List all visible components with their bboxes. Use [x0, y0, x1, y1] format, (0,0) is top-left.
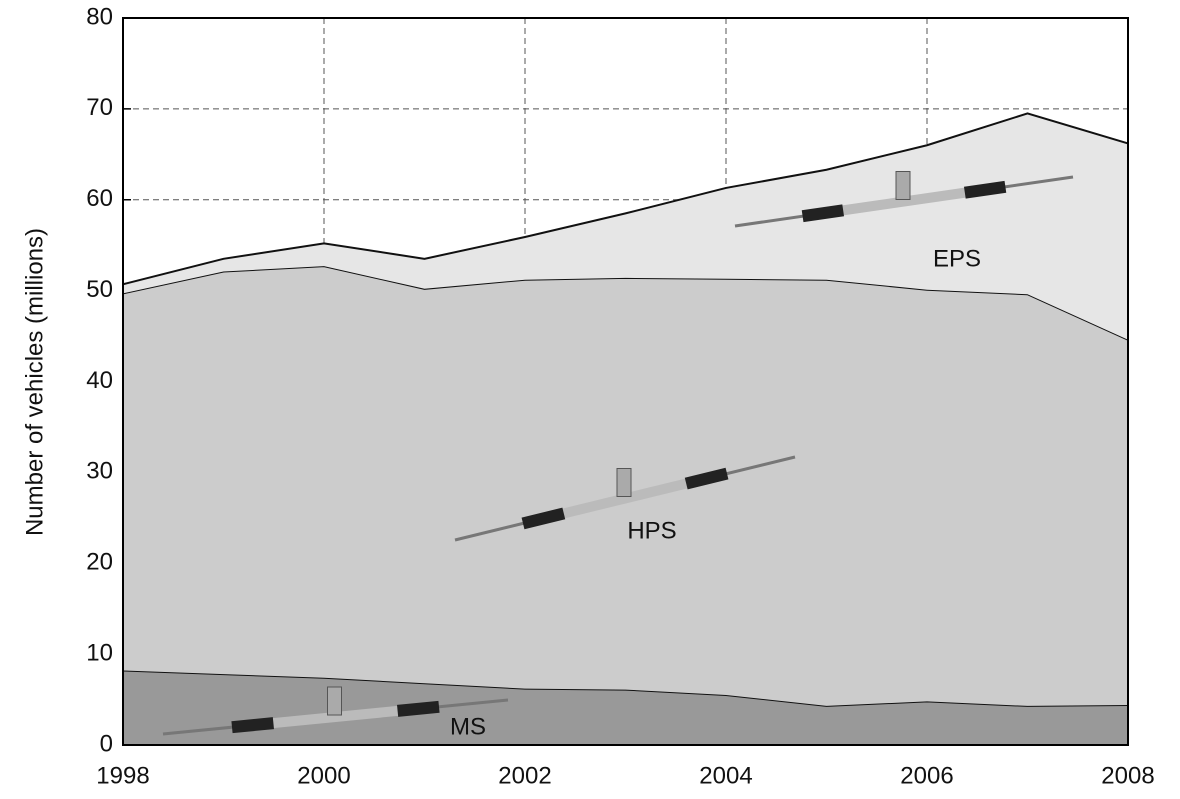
x-tick-label: 2008 — [1101, 762, 1154, 789]
y-tick-label: 80 — [86, 3, 113, 30]
y-axis-label: Number of vehicles (millions) — [21, 228, 48, 536]
chart: Number of vehicles (millions) 1998 2000 20… — [0, 0, 1180, 794]
x-tick-label: 2000 — [297, 762, 350, 789]
y-tick-label: 20 — [86, 549, 113, 576]
x-tick-label: 2002 — [498, 762, 551, 789]
series-label: MS — [450, 713, 486, 740]
series-label: HPS — [627, 517, 676, 544]
rack-valve — [328, 687, 342, 715]
rack-boot — [965, 187, 1006, 193]
x-tick-label: 2004 — [699, 762, 752, 789]
y-tick-label: 0 — [100, 730, 113, 757]
rack-valve — [617, 469, 631, 497]
series-label: EPS — [933, 245, 981, 272]
rack-boot — [398, 707, 439, 711]
y-tick-label: 60 — [86, 185, 113, 212]
rack-valve — [896, 172, 910, 200]
x-tick-label: 1998 — [96, 762, 149, 789]
y-tick-label: 30 — [86, 458, 113, 485]
rack-boot — [232, 723, 273, 727]
rack-boot — [803, 210, 844, 216]
x-tick-label: 2006 — [900, 762, 953, 789]
y-tick-label: 40 — [86, 367, 113, 394]
y-tick-label: 70 — [86, 94, 113, 121]
y-tick-label: 50 — [86, 276, 113, 303]
y-tick-label: 10 — [86, 639, 113, 666]
